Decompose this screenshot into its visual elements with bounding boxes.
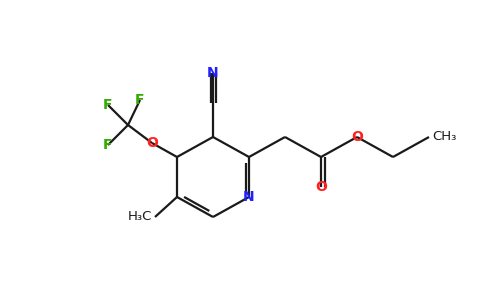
Text: F: F xyxy=(135,93,145,107)
Text: O: O xyxy=(146,136,158,150)
Text: CH₃: CH₃ xyxy=(432,130,456,143)
Text: F: F xyxy=(103,98,113,112)
Text: F: F xyxy=(103,138,113,152)
Text: O: O xyxy=(315,180,327,194)
Text: O: O xyxy=(351,130,363,144)
Text: N: N xyxy=(207,66,219,80)
Text: N: N xyxy=(243,190,255,204)
Text: H₃C: H₃C xyxy=(128,211,152,224)
